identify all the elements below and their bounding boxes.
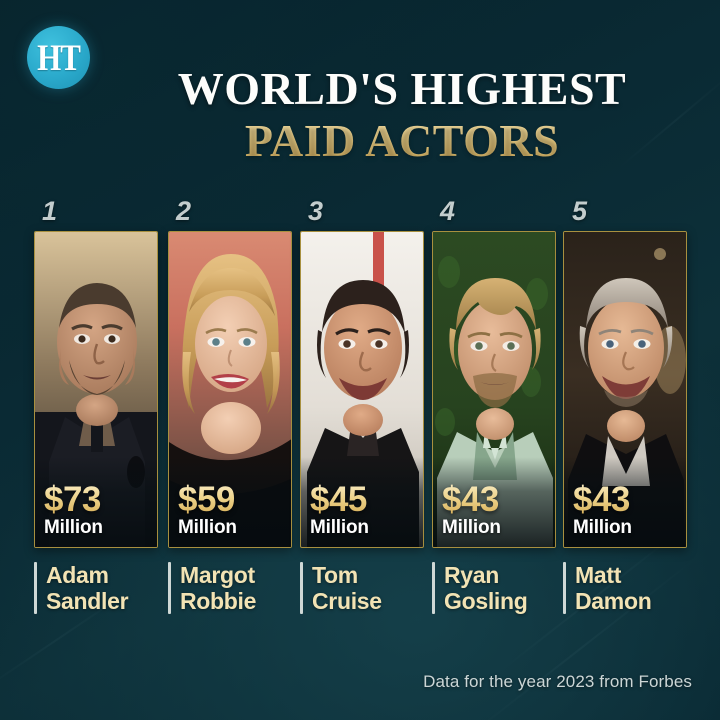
earnings-unit-1: Million <box>44 517 103 538</box>
name-divider-icon <box>300 562 303 614</box>
logo-text: HT <box>37 36 81 79</box>
title-line-2: PAID ACTORS <box>0 114 720 168</box>
actor-card-4[interactable]: $43 Million <box>432 231 556 548</box>
earnings-amount-3: $45 <box>310 482 423 517</box>
name-divider-icon <box>168 562 171 614</box>
earnings-overlay-2: $59 Million <box>169 457 291 547</box>
actor-card-3[interactable]: $45 Million <box>300 231 424 548</box>
actor-name-3: Tom Cruise <box>312 562 382 614</box>
actor-name-block-4: Ryan Gosling <box>432 562 528 614</box>
earnings-overlay-4: $43 Million <box>433 457 555 547</box>
rank-number-3: 3 <box>308 196 324 226</box>
name-divider-icon <box>563 562 566 614</box>
earnings-amount-5: $43 <box>573 482 686 517</box>
earnings-unit-4: Million <box>442 517 501 538</box>
source-note: Data for the year 2023 from Forbes <box>423 672 692 691</box>
earnings-unit-2: Million <box>178 517 237 538</box>
actor-name-1: Adam Sandler <box>46 562 129 614</box>
title-line-1: WORLD'S HIGHEST <box>177 63 627 114</box>
actor-name-2: Margot Robbie <box>180 562 257 614</box>
actor-card-1[interactable]: $73 Million <box>34 231 158 548</box>
earnings-unit-5: Million <box>573 517 632 538</box>
earnings-overlay-1: $73 Million <box>35 457 157 547</box>
rank-number-5: 5 <box>572 196 588 226</box>
hindustan-times-logo: HT <box>27 26 90 89</box>
actor-card-5[interactable]: $43 Million <box>563 231 687 548</box>
name-divider-icon <box>432 562 435 614</box>
rank-number-4: 4 <box>440 196 456 226</box>
name-divider-icon <box>34 562 37 614</box>
earnings-overlay-5: $43 Million <box>564 457 686 547</box>
actor-name-block-3: Tom Cruise <box>300 562 382 614</box>
actor-name-block-2: Margot Robbie <box>168 562 256 614</box>
actor-name-block-5: Matt Damon <box>563 562 652 614</box>
actor-card-2[interactable]: $59 Million <box>168 231 292 548</box>
earnings-amount-4: $43 <box>442 482 555 517</box>
actor-name-block-1: Adam Sandler <box>34 562 129 614</box>
actor-name-5: Matt Damon <box>575 562 652 614</box>
rank-number-1: 1 <box>42 196 58 226</box>
earnings-amount-2: $59 <box>178 482 291 517</box>
earnings-amount-1: $73 <box>44 482 157 517</box>
earnings-unit-3: Million <box>310 517 369 538</box>
rank-number-2: 2 <box>176 196 192 226</box>
page-title: WORLD'S HIGHEST PAID ACTORS <box>0 64 720 168</box>
actor-name-4: Ryan Gosling <box>444 562 528 614</box>
earnings-overlay-3: $45 Million <box>301 457 423 547</box>
